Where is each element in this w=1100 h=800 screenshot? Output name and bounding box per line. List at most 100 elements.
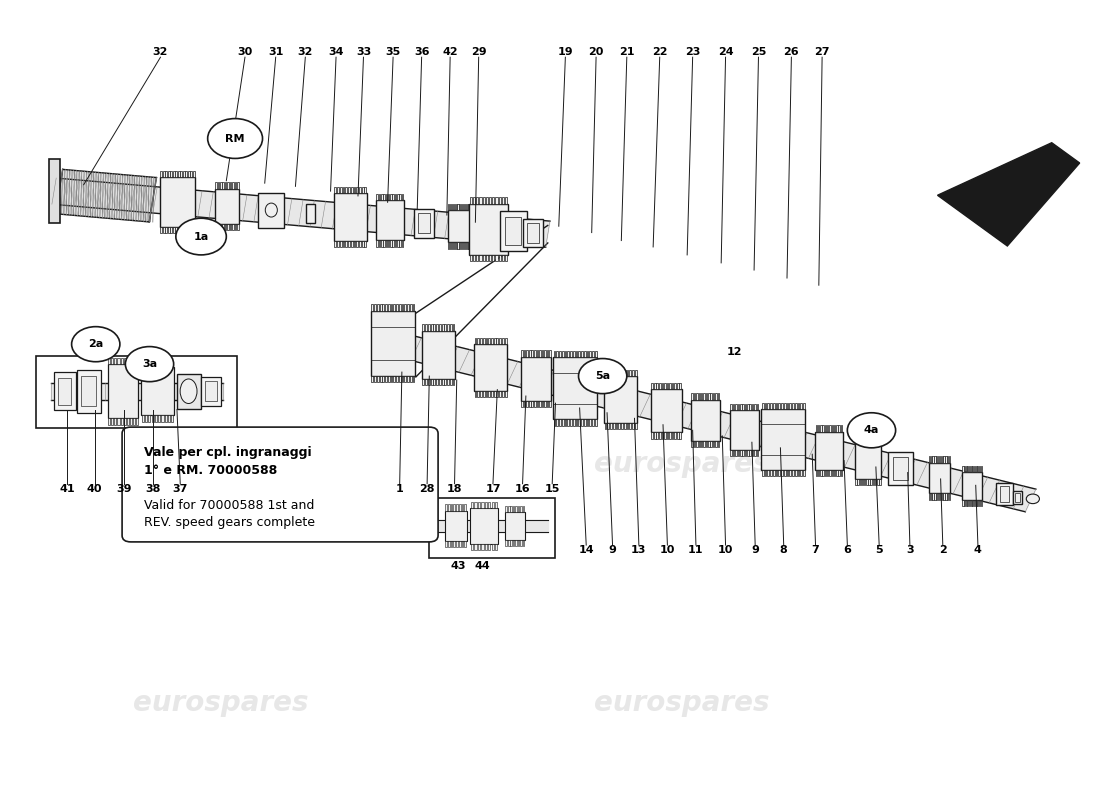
Bar xyxy=(590,419,591,426)
Bar xyxy=(148,415,151,422)
Bar xyxy=(161,226,162,233)
Bar xyxy=(893,457,907,480)
Bar xyxy=(747,404,749,410)
Bar xyxy=(834,470,835,476)
Bar xyxy=(1000,486,1010,502)
Bar xyxy=(439,324,441,330)
Text: 2: 2 xyxy=(939,545,947,555)
Bar xyxy=(345,186,348,193)
Bar xyxy=(706,394,707,400)
Bar xyxy=(680,383,681,389)
Bar xyxy=(77,370,101,413)
Bar xyxy=(492,544,494,550)
Bar xyxy=(459,204,461,210)
Bar xyxy=(524,401,526,407)
Bar xyxy=(635,422,637,429)
Bar xyxy=(170,170,172,177)
Bar xyxy=(547,401,549,407)
Bar xyxy=(592,419,594,426)
Bar xyxy=(933,457,934,463)
Bar xyxy=(469,204,470,210)
Bar xyxy=(531,401,534,407)
Bar xyxy=(448,324,449,330)
Bar xyxy=(474,344,507,390)
Bar xyxy=(145,415,147,422)
Bar xyxy=(870,436,872,442)
Bar xyxy=(493,254,494,261)
Bar xyxy=(505,338,506,344)
Bar xyxy=(390,240,392,246)
Text: 40: 40 xyxy=(87,484,102,494)
Bar xyxy=(762,403,763,410)
Bar xyxy=(224,182,227,189)
Bar xyxy=(664,432,666,438)
Bar xyxy=(928,493,930,499)
Bar xyxy=(374,376,376,382)
Bar xyxy=(433,378,436,385)
Bar xyxy=(515,506,517,513)
Bar xyxy=(945,493,946,499)
Bar xyxy=(410,304,411,310)
Bar xyxy=(333,193,366,241)
Bar xyxy=(692,394,693,400)
Bar xyxy=(480,197,482,203)
Circle shape xyxy=(1026,494,1039,504)
Bar xyxy=(529,401,530,407)
Bar xyxy=(342,241,344,247)
Bar xyxy=(224,224,227,230)
Bar xyxy=(498,197,500,203)
Bar xyxy=(488,338,491,344)
Bar xyxy=(444,511,466,541)
Bar xyxy=(218,224,219,230)
Bar xyxy=(616,422,617,429)
Bar xyxy=(176,374,200,409)
Bar xyxy=(674,383,676,389)
Bar xyxy=(188,226,189,233)
Bar xyxy=(770,470,772,476)
Bar xyxy=(829,470,830,476)
Bar xyxy=(175,170,177,177)
Bar xyxy=(470,197,472,203)
Bar xyxy=(520,357,551,401)
Bar xyxy=(450,242,451,249)
Bar xyxy=(388,194,389,201)
Bar xyxy=(192,226,195,233)
Bar xyxy=(340,241,342,247)
Bar xyxy=(232,182,233,189)
Text: REV. speed gears complete: REV. speed gears complete xyxy=(144,516,315,530)
Bar xyxy=(629,370,631,376)
Bar xyxy=(740,450,741,456)
Bar xyxy=(755,450,756,456)
Bar xyxy=(557,419,558,426)
Bar xyxy=(232,224,233,230)
Bar xyxy=(539,401,541,407)
Bar xyxy=(529,350,530,357)
Bar xyxy=(575,419,578,426)
Bar xyxy=(653,383,656,389)
Bar xyxy=(786,470,789,476)
Bar xyxy=(770,403,772,410)
Bar xyxy=(618,370,620,376)
Bar xyxy=(172,415,174,422)
Bar xyxy=(674,432,676,438)
Bar xyxy=(383,376,384,382)
Bar xyxy=(483,197,485,203)
Bar xyxy=(562,351,563,357)
Bar xyxy=(949,493,950,499)
Bar xyxy=(334,186,337,193)
Bar xyxy=(745,404,746,410)
Bar xyxy=(218,182,219,189)
Bar xyxy=(768,470,769,476)
Bar xyxy=(708,441,710,447)
Bar xyxy=(866,478,868,485)
Bar xyxy=(635,370,637,376)
Text: 43: 43 xyxy=(450,561,465,571)
Bar xyxy=(936,457,937,463)
Bar xyxy=(437,378,438,385)
Bar xyxy=(657,432,658,438)
Bar xyxy=(749,450,751,456)
Bar xyxy=(792,403,794,410)
Bar xyxy=(118,358,120,364)
Bar xyxy=(412,304,415,310)
Bar xyxy=(426,324,427,330)
